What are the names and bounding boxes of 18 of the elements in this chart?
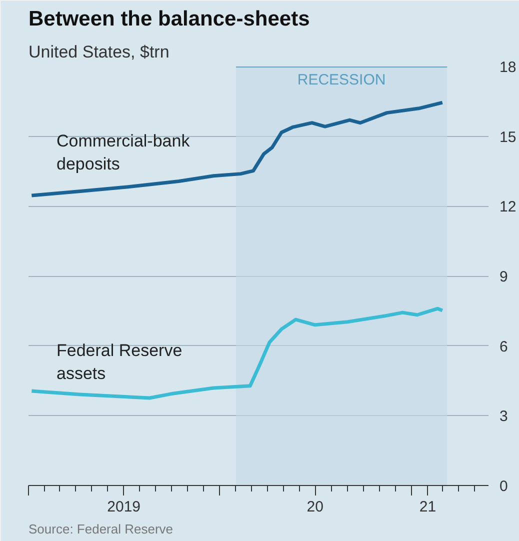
source-note: Source: Federal Reserve (28, 522, 174, 536)
y-tick-label: 15 (500, 128, 516, 146)
y-tick-label: 0 (500, 478, 508, 495)
x-tick-label: 20 (306, 498, 324, 516)
x-tick-label: 2019 (107, 498, 141, 516)
y-tick-label: 3 (500, 408, 508, 426)
y-tick-label: 9 (500, 268, 508, 286)
series-label: Federal Reserve assets (56, 341, 182, 383)
y-tick-label: 12 (500, 198, 516, 216)
line-series (30, 100, 444, 198)
y-tick-label: 18 (500, 59, 516, 76)
chart-title: Between the balance-sheets (28, 8, 310, 30)
line-series (30, 306, 444, 400)
band-label: RECESSION (297, 72, 386, 88)
x-tick-label: 21 (419, 498, 436, 516)
y-tick-label: 6 (500, 338, 508, 356)
chart-subtitle: United States, $trn (28, 42, 170, 62)
series-label: Commercial-bank deposits (56, 132, 190, 174)
